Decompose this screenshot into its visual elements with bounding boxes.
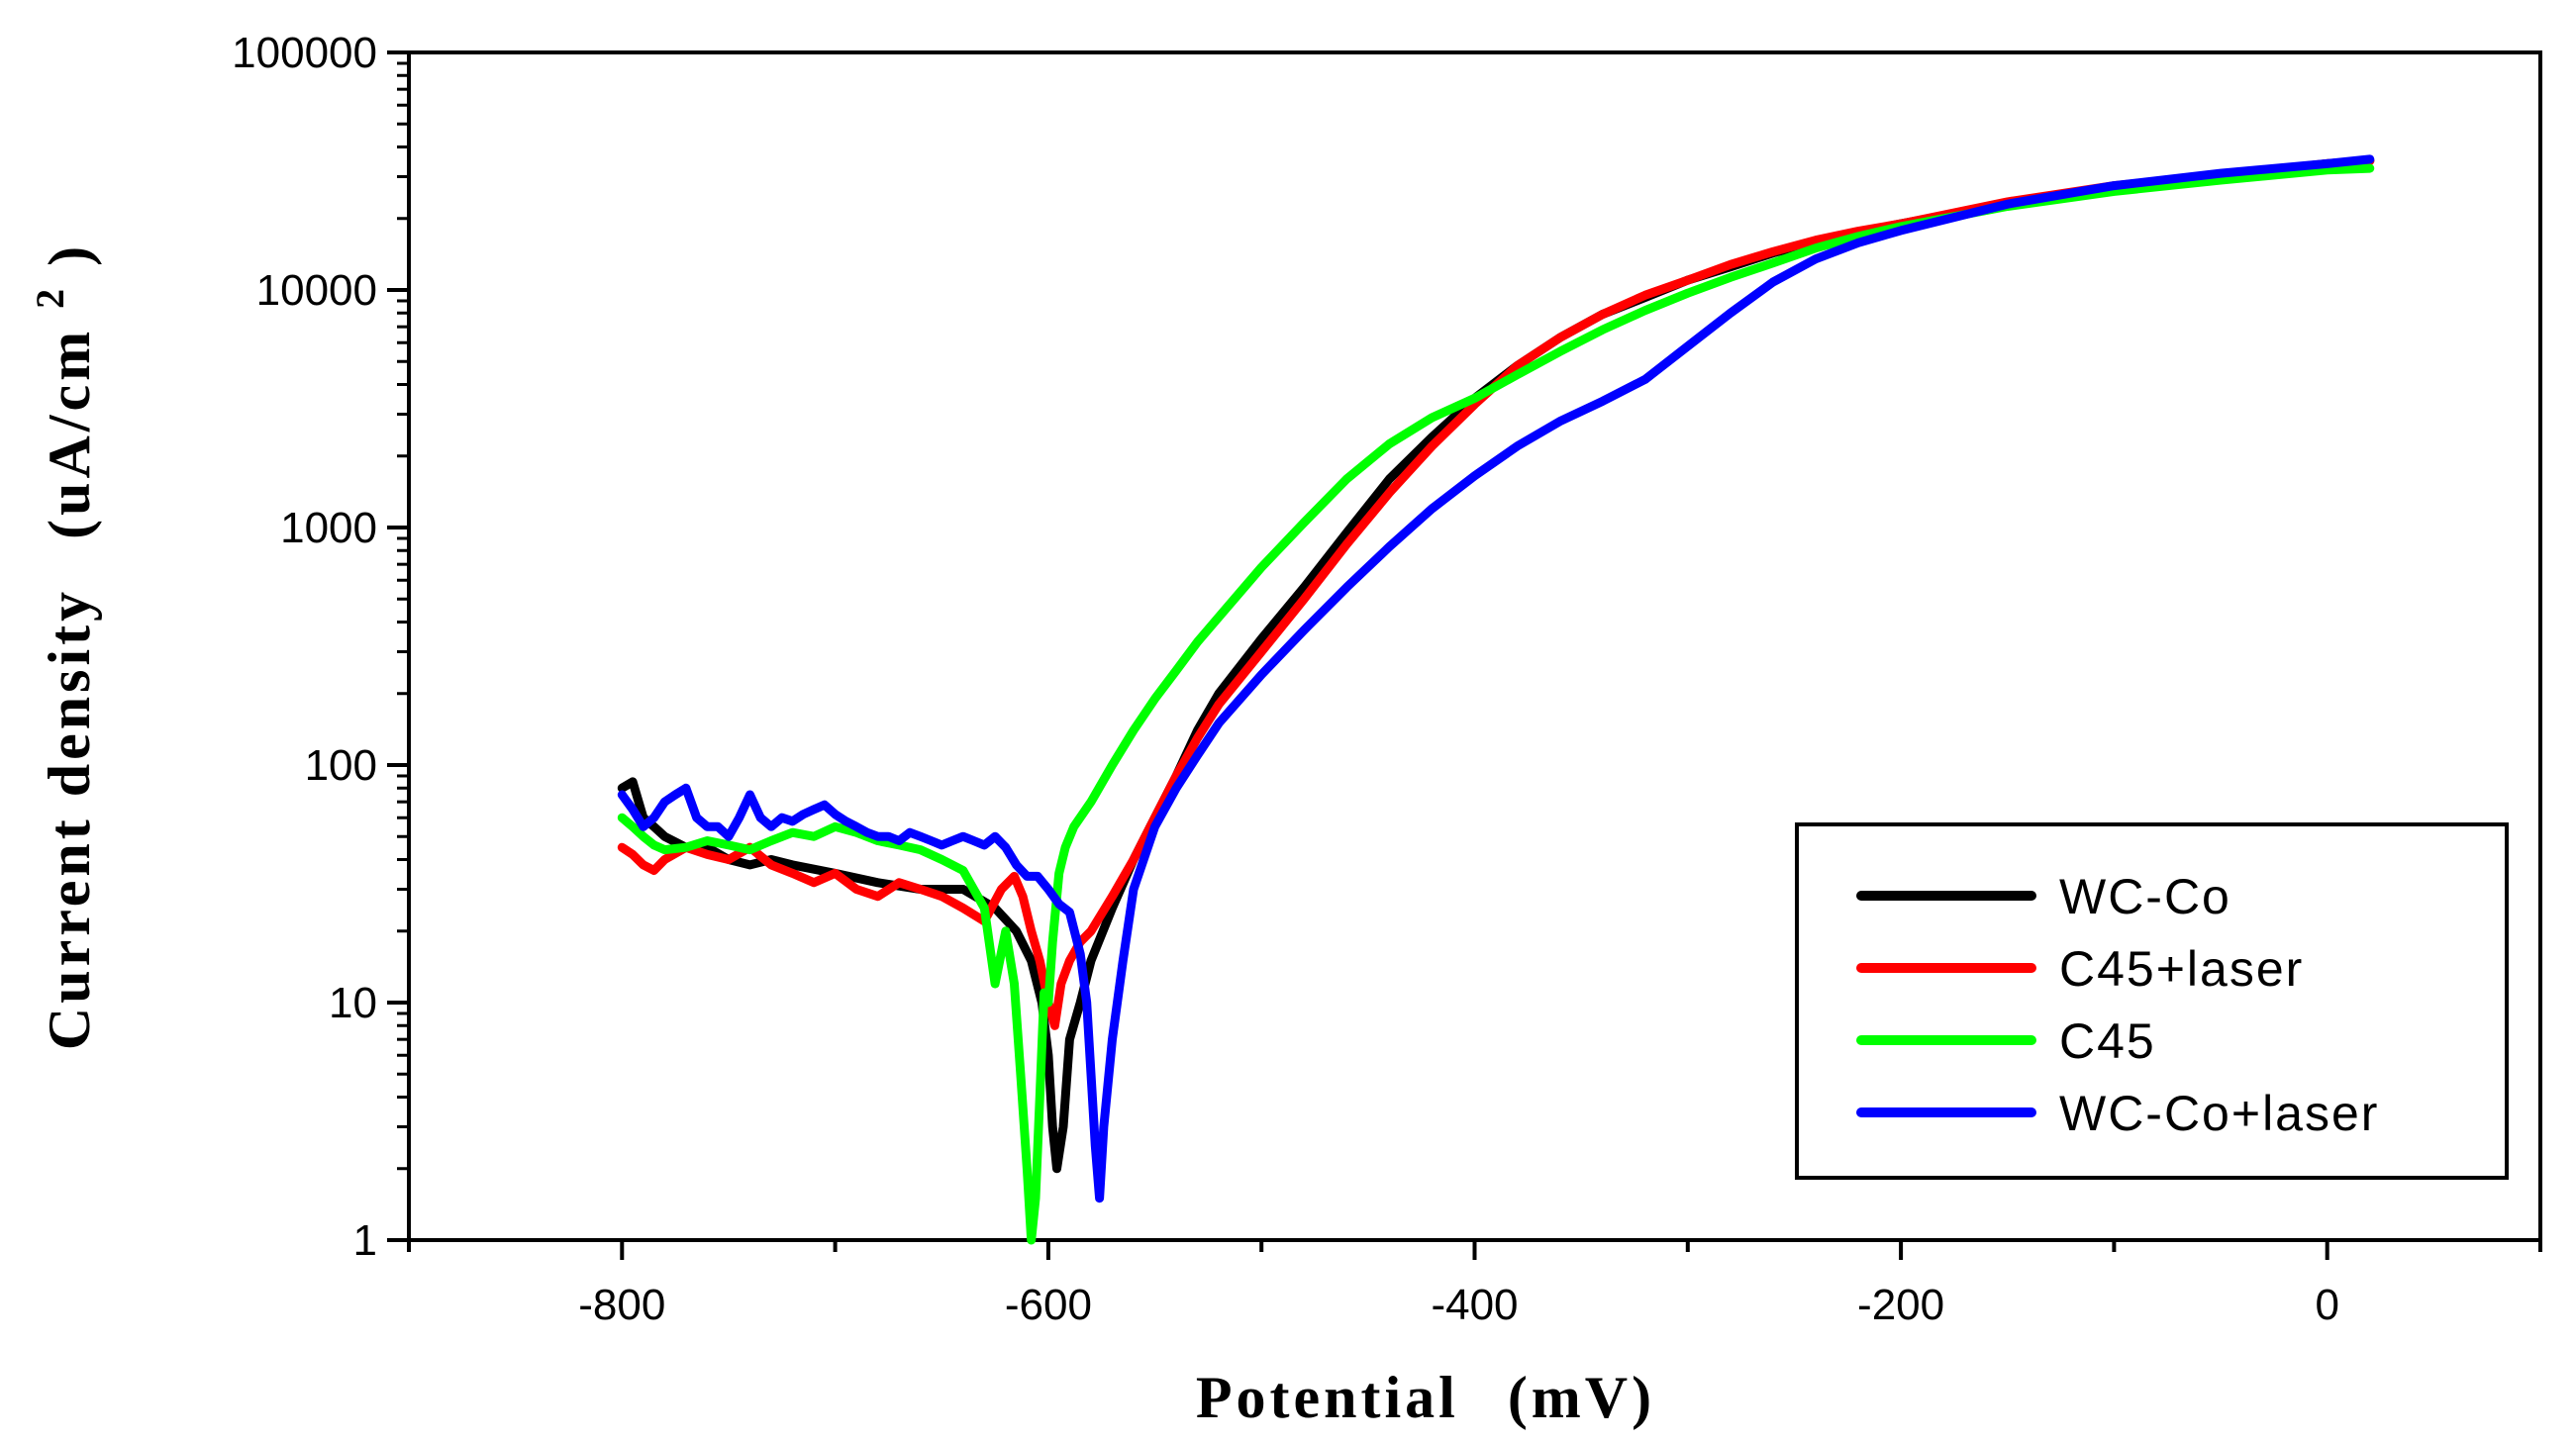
legend-items: WC-Co C45+laser C45 WC-Co+laser	[1856, 869, 2379, 1141]
legend-label-c45-laser: C45+laser	[2059, 941, 2304, 997]
y-tick-label: 100	[305, 741, 377, 790]
y-tick-label: 1	[353, 1216, 377, 1265]
x-tick-label: -600	[1005, 1281, 1092, 1329]
legend-label-wc-co-laser: WC-Co+laser	[2059, 1086, 2379, 1141]
series-line-c45-laser	[617, 155, 2375, 1030]
x-axis-title-main: Potential	[1196, 1365, 1459, 1430]
x-tick-label: -200	[1857, 1281, 1944, 1329]
series-line-wc-co-laser	[617, 154, 2375, 1203]
x-tick-label: -800	[578, 1281, 665, 1329]
x-axis-ticks: -800 -600 -400 -200 0	[407, 1240, 2542, 1329]
y-tick-label: 10000	[256, 266, 377, 315]
y-axis-title-unit-suffix: )	[37, 242, 102, 266]
legend-frame	[1795, 822, 2509, 1180]
series-line-c45	[617, 163, 2375, 1245]
legend-label-wc-co: WC-Co	[2059, 869, 2231, 924]
x-axis-title-unit: (mV)	[1508, 1365, 1655, 1430]
y-axis-title-unit-exponent: 2	[28, 285, 72, 309]
series-layer	[617, 154, 2375, 1245]
x-tick-label: 0	[2315, 1281, 2338, 1329]
x-tick-label: -400	[1431, 1281, 1518, 1329]
y-axis-ticks: 1 10 100 1000 10000 100000	[232, 29, 409, 1265]
x-axis-title: Potential (mV)	[1196, 1365, 1655, 1430]
legend: WC-Co C45+laser C45 WC-Co+laser	[1795, 822, 2509, 1180]
y-tick-label: 100000	[232, 29, 377, 77]
legend-label-c45: C45	[2059, 1013, 2156, 1069]
y-tick-label: 1000	[280, 504, 377, 552]
y-axis-title-unit-prefix: (uA/cm	[37, 328, 102, 539]
y-axis-title-main: Current density	[37, 588, 102, 1050]
y-axis-title: Current density (uA/cm 2 )	[11, 242, 102, 1050]
y-tick-label: 10	[329, 979, 377, 1027]
